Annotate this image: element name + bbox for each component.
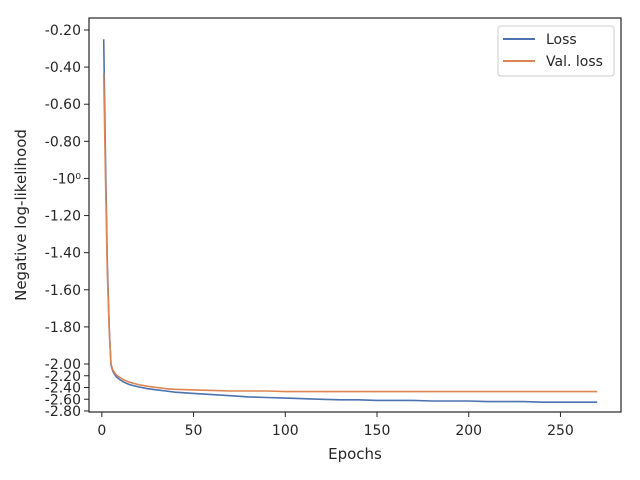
y-tick-label: -1.80 — [45, 320, 81, 336]
plot-area — [102, 39, 598, 404]
y-tick-label: -2.40 — [45, 381, 81, 397]
y-tick-label: -2.20 — [45, 369, 81, 385]
y-tick-label: -0.60 — [45, 97, 81, 113]
y-tick-label: -2.00 — [45, 357, 81, 373]
legend-label-loss: Loss — [546, 32, 577, 48]
y-tick-label: -0.20 — [45, 23, 81, 39]
x-axis-label: Epochs — [328, 445, 382, 463]
x-tick-label: 0 — [97, 423, 106, 439]
plot-frame — [88, 17, 622, 413]
x-tick-label: 150 — [364, 423, 391, 439]
y-tick-label: -1.60 — [45, 283, 81, 299]
x-axis: 0 50 100 150 200 250 — [97, 412, 574, 439]
series-line-loss — [102, 39, 598, 404]
y-tick-label: -10⁰ — [53, 171, 82, 187]
legend: Loss Val. loss — [497, 25, 615, 77]
y-axis: -0.20 -0.40 -0.60 -0.80 -10⁰ -1.20 -1.40 -1.60 -… — [45, 23, 89, 420]
x-tick-label: 50 — [185, 423, 203, 439]
y-tick-label: -0.80 — [45, 134, 81, 150]
x-tick-label: 250 — [547, 423, 574, 439]
x-tick-label: 200 — [455, 423, 482, 439]
y-axis-label: Negative log-likelihood — [12, 129, 30, 301]
y-tick-label: -1.40 — [45, 246, 81, 262]
x-tick-label: 100 — [272, 423, 299, 439]
legend-label-val-loss: Val. loss — [546, 54, 603, 70]
y-tick-label: -1.20 — [45, 209, 81, 225]
series-line-val-loss — [102, 72, 598, 393]
y-tick-label: -2.60 — [45, 392, 81, 408]
y-tick-label: -2.80 — [45, 404, 81, 420]
y-tick-label: -0.40 — [45, 60, 81, 76]
